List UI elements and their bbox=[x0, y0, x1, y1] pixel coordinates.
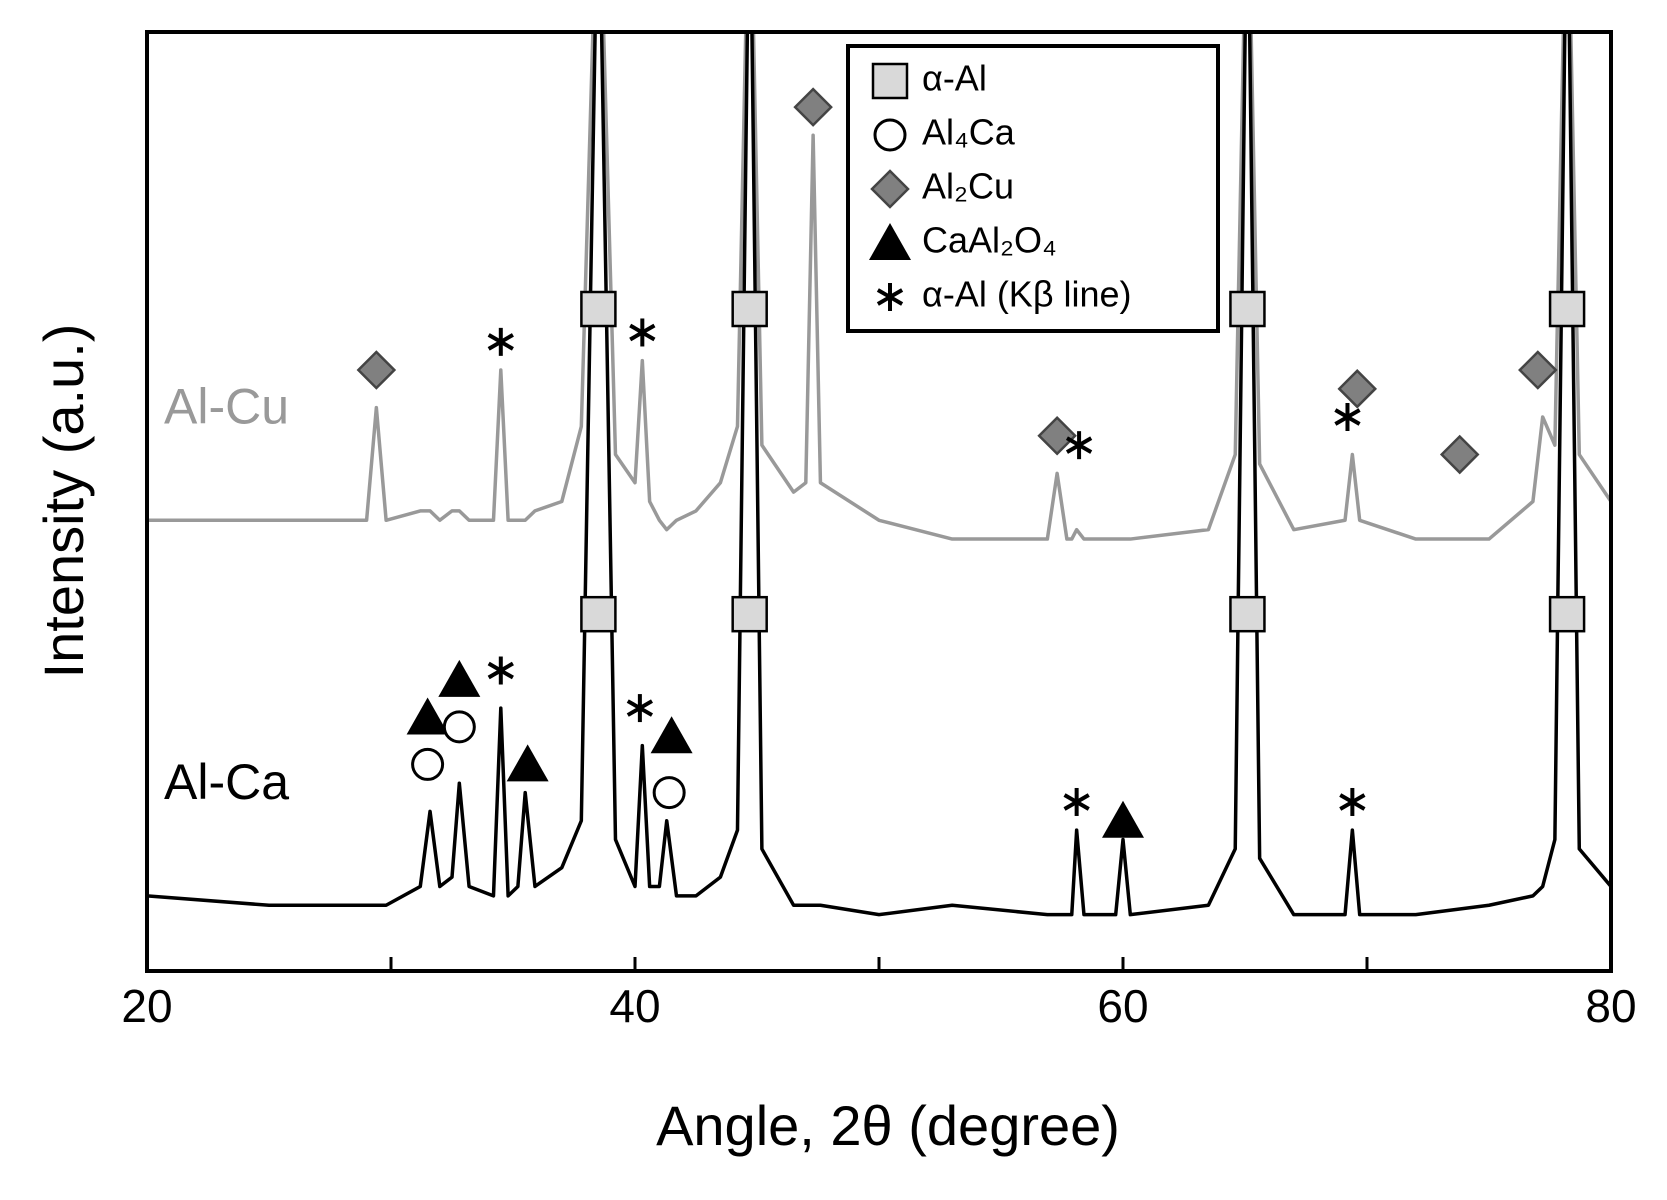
asterisk-stroke bbox=[876, 288, 904, 306]
phase-markers bbox=[356, 87, 1586, 838]
x-tick-label: 40 bbox=[609, 980, 660, 1032]
triangle-marker bbox=[869, 223, 911, 260]
x-axis-label: Angle, 2θ (degree) bbox=[656, 1094, 1120, 1157]
diamond-marker bbox=[1037, 416, 1077, 456]
circle-marker bbox=[652, 776, 686, 810]
triangle-marker bbox=[506, 744, 549, 782]
legend-box bbox=[846, 44, 1220, 333]
diamond-marker bbox=[1337, 369, 1378, 409]
asterisk-stroke bbox=[487, 333, 514, 351]
asterisk-marker bbox=[1339, 787, 1366, 816]
legend-label: CaAl₂O₄ bbox=[922, 220, 1057, 261]
square-marker bbox=[1548, 290, 1586, 328]
diamond-marker bbox=[1518, 350, 1558, 390]
square-marker bbox=[1548, 595, 1586, 633]
square-marker bbox=[731, 290, 768, 328]
asterisk-marker bbox=[487, 656, 514, 685]
x-tick-label: 60 bbox=[1097, 980, 1148, 1032]
triangle-marker bbox=[650, 716, 693, 754]
square-marker bbox=[580, 290, 617, 328]
square-marker bbox=[1229, 595, 1266, 633]
square-marker bbox=[731, 595, 768, 633]
diamond-marker bbox=[356, 350, 397, 390]
asterisk-stroke bbox=[1063, 793, 1090, 811]
asterisk-stroke bbox=[1065, 436, 1093, 454]
asterisk-marker bbox=[1063, 787, 1090, 816]
legend: α-Al Al₄Ca Al₂Cu CaAl₂O₄ α-Al (Kβ line) bbox=[869, 58, 1132, 315]
legend-label: Al₂Cu bbox=[922, 166, 1014, 207]
x-tick-label: 20 bbox=[121, 980, 172, 1032]
asterisk-stroke bbox=[487, 661, 514, 680]
plot-area bbox=[147, 32, 1611, 917]
circle-marker bbox=[873, 118, 907, 152]
square-marker bbox=[580, 595, 617, 633]
series-line bbox=[147, 32, 1611, 541]
asterisk-marker bbox=[487, 327, 514, 356]
legend-label: α-Al (Kβ line) bbox=[922, 274, 1132, 315]
diamond-marker bbox=[870, 169, 910, 209]
series-line bbox=[147, 32, 1611, 917]
square-marker bbox=[871, 62, 909, 100]
circle-marker bbox=[411, 747, 445, 781]
asterisk-marker bbox=[1065, 431, 1093, 460]
asterisk-stroke bbox=[629, 323, 656, 342]
triangle-marker bbox=[438, 659, 481, 697]
square-marker bbox=[1229, 290, 1266, 328]
asterisk-marker bbox=[626, 694, 654, 723]
x-tick-label: 80 bbox=[1585, 980, 1636, 1032]
legend-label: α-Al bbox=[922, 58, 987, 99]
asterisk-marker bbox=[629, 318, 656, 347]
diamond-marker bbox=[793, 87, 833, 127]
triangle-marker bbox=[406, 697, 449, 735]
diamond-marker bbox=[1439, 434, 1480, 475]
y-axis-label: Intensity (a.u.) bbox=[32, 324, 95, 679]
triangle-marker bbox=[1102, 800, 1144, 838]
series-label: Al-Cu bbox=[164, 378, 289, 434]
asterisk-marker bbox=[876, 283, 904, 311]
series-label: Al-Ca bbox=[164, 754, 289, 810]
legend-label: Al₄Ca bbox=[922, 112, 1016, 153]
circle-marker bbox=[442, 710, 476, 744]
asterisk-stroke bbox=[1339, 793, 1366, 811]
asterisk-stroke bbox=[1334, 408, 1361, 426]
asterisk-marker bbox=[1334, 402, 1361, 431]
asterisk-stroke bbox=[626, 699, 654, 717]
